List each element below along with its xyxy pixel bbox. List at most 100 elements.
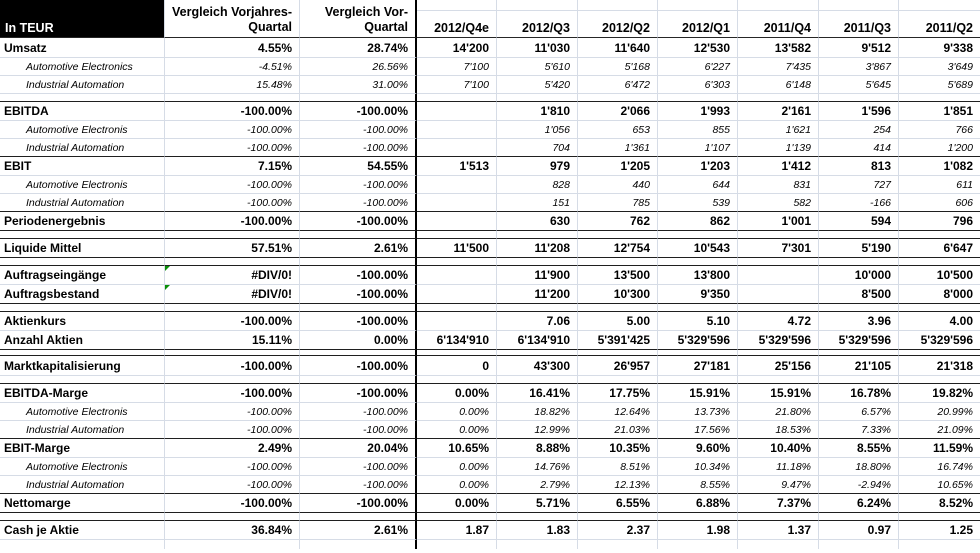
cell[interactable]: 828 (497, 175, 578, 193)
cell[interactable]: -100.00% (165, 356, 300, 375)
cell[interactable] (165, 375, 300, 383)
row-label[interactable]: Anzahl Aktien (0, 330, 165, 349)
cell[interactable] (300, 349, 417, 356)
cell[interactable]: 7.15% (165, 156, 300, 175)
cell[interactable]: -100.00% (300, 211, 417, 230)
cell[interactable] (165, 539, 300, 549)
cell[interactable]: 1'082 (899, 156, 980, 175)
cell[interactable]: 12.64% (578, 402, 658, 420)
cell[interactable]: 862 (658, 211, 738, 230)
cell[interactable]: 1'200 (899, 138, 980, 156)
cell[interactable]: 813 (819, 156, 899, 175)
cell[interactable] (417, 120, 497, 138)
cell[interactable] (819, 375, 899, 383)
row-label[interactable] (0, 230, 165, 238)
cell[interactable]: 5'329'596 (738, 330, 819, 349)
compare-column-header[interactable]: Vergleich Vorjahres- Quartal (165, 0, 300, 38)
cell[interactable]: 5'190 (819, 238, 899, 257)
cell[interactable]: 3.96 (819, 311, 899, 330)
cell[interactable]: 5.71% (497, 493, 578, 512)
cell[interactable]: 6'227 (658, 57, 738, 75)
cell[interactable]: 57.51% (165, 238, 300, 257)
cell[interactable]: 5.00 (578, 311, 658, 330)
cell[interactable] (417, 101, 497, 120)
cell[interactable]: -100.00% (165, 175, 300, 193)
cell[interactable]: 785 (578, 193, 658, 211)
cell[interactable]: 1'621 (738, 120, 819, 138)
cell[interactable]: 5'168 (578, 57, 658, 75)
quarter-column-header[interactable]: 2012/Q3 (497, 0, 578, 38)
cell[interactable]: 36.84% (165, 520, 300, 539)
row-label[interactable] (0, 93, 165, 101)
cell[interactable]: 979 (497, 156, 578, 175)
cell[interactable]: 10'500 (899, 265, 980, 284)
row-label[interactable] (0, 539, 165, 549)
cell[interactable]: 611 (899, 175, 980, 193)
cell[interactable]: 21.80% (738, 402, 819, 420)
cell[interactable]: 6'134'910 (417, 330, 497, 349)
cell[interactable]: 8.51% (578, 457, 658, 475)
row-label[interactable]: Industrial Automation (0, 75, 165, 93)
cell[interactable] (165, 512, 300, 520)
cell[interactable] (417, 512, 497, 520)
cell[interactable] (738, 349, 819, 356)
cell[interactable] (899, 93, 980, 101)
cell[interactable] (658, 93, 738, 101)
cell[interactable]: 15.91% (658, 383, 738, 402)
cell[interactable]: 1'851 (899, 101, 980, 120)
cell[interactable] (738, 265, 819, 284)
cell[interactable]: 6.88% (658, 493, 738, 512)
cell[interactable]: 1'107 (658, 138, 738, 156)
cell[interactable] (497, 230, 578, 238)
cell[interactable]: -100.00% (300, 311, 417, 330)
cell[interactable]: 2.49% (165, 438, 300, 457)
cell[interactable]: 6.24% (819, 493, 899, 512)
cell[interactable]: -100.00% (300, 383, 417, 402)
cell[interactable]: 16.74% (899, 457, 980, 475)
cell[interactable]: 19.82% (899, 383, 980, 402)
cell[interactable]: 0.00% (417, 493, 497, 512)
cell[interactable]: 10.40% (738, 438, 819, 457)
cell[interactable]: 7.06 (497, 311, 578, 330)
cell[interactable]: 6'134'910 (497, 330, 578, 349)
cell[interactable]: 6'148 (738, 75, 819, 93)
cell[interactable]: 1.87 (417, 520, 497, 539)
cell[interactable]: 11.18% (738, 457, 819, 475)
row-label[interactable]: Aktienkurs (0, 311, 165, 330)
cell[interactable] (300, 303, 417, 311)
cell[interactable]: -100.00% (165, 120, 300, 138)
cell[interactable]: 11'200 (497, 284, 578, 303)
cell[interactable]: 4.72 (738, 311, 819, 330)
cell[interactable] (738, 230, 819, 238)
cell[interactable] (165, 93, 300, 101)
quarter-column-header[interactable]: 2012/Q4e (417, 0, 497, 38)
cell[interactable]: 0.00% (417, 475, 497, 493)
cell[interactable]: 9.60% (658, 438, 738, 457)
cell[interactable]: 26.56% (300, 57, 417, 75)
cell[interactable]: 539 (658, 193, 738, 211)
cell[interactable]: 630 (497, 211, 578, 230)
row-label[interactable]: EBITDA (0, 101, 165, 120)
cell[interactable]: 151 (497, 193, 578, 211)
cell[interactable] (417, 265, 497, 284)
cell[interactable] (658, 303, 738, 311)
cell[interactable]: 7.33% (819, 420, 899, 438)
cell[interactable] (578, 539, 658, 549)
cell[interactable] (578, 375, 658, 383)
cell[interactable]: 1'596 (819, 101, 899, 120)
cell[interactable]: -100.00% (165, 311, 300, 330)
row-label[interactable] (0, 512, 165, 520)
cell[interactable]: 0.00% (300, 330, 417, 349)
cell[interactable]: -100.00% (165, 138, 300, 156)
cell[interactable]: -100.00% (165, 193, 300, 211)
cell[interactable]: 3'649 (899, 57, 980, 75)
cell[interactable]: 582 (738, 193, 819, 211)
cell[interactable]: 15.11% (165, 330, 300, 349)
cell[interactable]: 10.65% (417, 438, 497, 457)
row-label[interactable] (0, 375, 165, 383)
cell[interactable] (819, 539, 899, 549)
cell[interactable]: 9'512 (819, 38, 899, 57)
row-label[interactable]: Automotive Electronis (0, 457, 165, 475)
cell[interactable]: -100.00% (165, 475, 300, 493)
cell[interactable]: -100.00% (300, 175, 417, 193)
